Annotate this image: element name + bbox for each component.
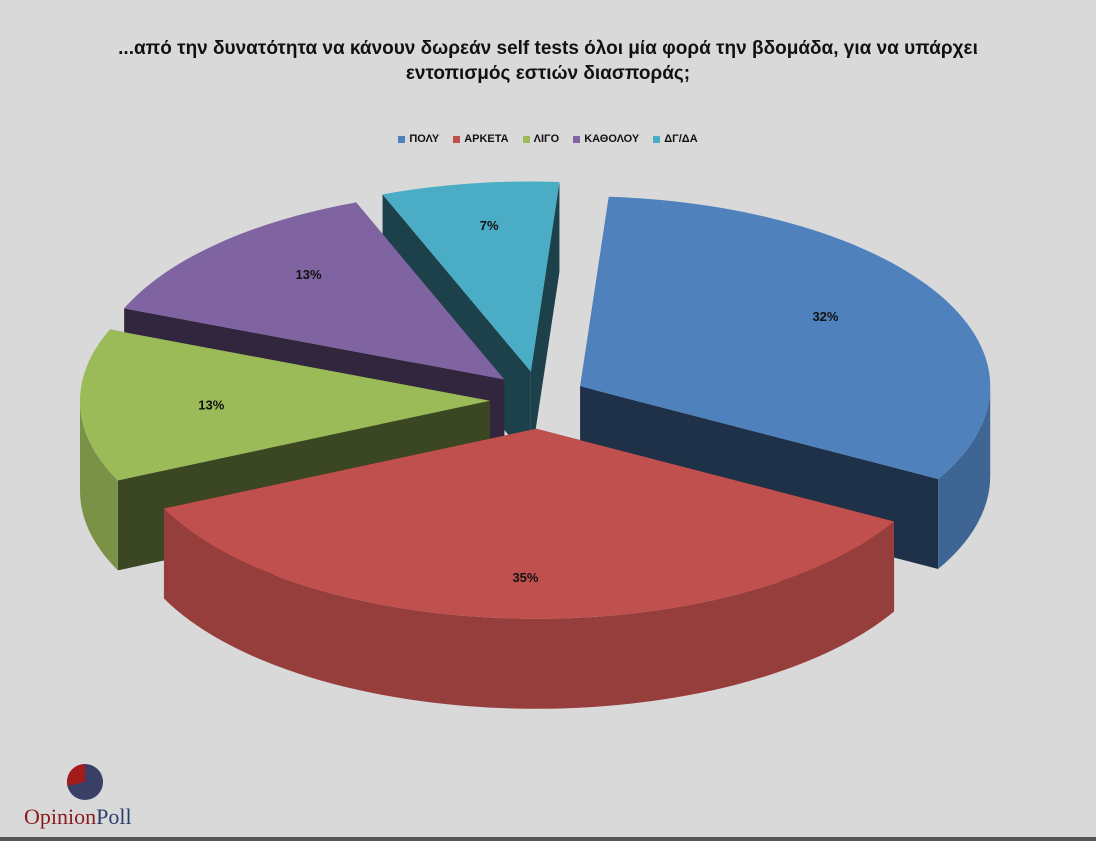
pie-slice-label-4: 7%: [480, 218, 499, 233]
logo-text-poll: Poll: [96, 804, 132, 829]
chart-legend: ΠΟΛΥ ΑΡΚΕΤΑ ΛΙΓΟ ΚΑΘΟΛΟΥ ΔΓ/ΔΑ: [0, 133, 1096, 145]
legend-swatch-4: [653, 135, 661, 143]
legend-entry-3: ΚΑΘΟΛΟΥ: [573, 133, 639, 145]
opinionpoll-logo: OpinionPoll: [24, 760, 154, 830]
legend-label-1: ΑΡΚΕΤΑ: [464, 133, 509, 145]
chart-title-line-2: εντοπισμός εστιών διασποράς;: [405, 63, 691, 84]
legend-label-3: ΚΑΘΟΛΟΥ: [584, 133, 640, 145]
chart-title-line-1: ...από την δυνατότητα να κάνουν δωρεάν s…: [118, 38, 978, 59]
legend-swatch-0: [398, 135, 406, 143]
legend-swatch-1: [453, 135, 461, 143]
pie-slice-label-0: 32%: [812, 309, 838, 324]
pie-slice-label-2: 13%: [198, 397, 224, 412]
logo-text: OpinionPoll: [24, 804, 132, 830]
pie-slice-4-top: [382, 181, 560, 372]
legend-entry-0: ΠΟΛΥ: [398, 133, 439, 145]
legend-label-4: ΔΓ/ΔΑ: [664, 133, 698, 145]
pie-slice-3-top: [124, 202, 505, 380]
legend-swatch-3: [573, 135, 581, 143]
pie-slice-0-side-0: [938, 386, 991, 569]
legend-entry-2: ΛΙΓΟ: [522, 133, 560, 145]
pie-slice-0-top: [580, 196, 991, 479]
logo-text-opinion: Opinion: [24, 804, 97, 829]
legend-label-0: ΠΟΛΥ: [409, 133, 440, 145]
pie-slice-4-cut-1: [530, 181, 560, 462]
bottom-divider: [0, 837, 1096, 841]
pie-slice-1-side-0: [163, 508, 895, 709]
pie-slice-label-3: 13%: [296, 267, 322, 282]
pie-slice-1: [163, 428, 895, 709]
pie-slice-2-side-0: [80, 400, 118, 571]
logo-mark-icon: [66, 763, 104, 801]
legend-label-2: ΛΙΓΟ: [533, 133, 560, 145]
pie-slice-1-top: [163, 428, 895, 619]
legend-entry-1: ΑΡΚΕΤΑ: [453, 133, 509, 145]
pie-slice-2-top: [80, 329, 491, 481]
legend-entry-4: ΔΓ/ΔΑ: [653, 133, 698, 145]
chart-title: ...από την δυνατότητα να κάνουν δωρεάν s…: [0, 36, 1096, 86]
pie-slice-label-1: 35%: [512, 570, 538, 585]
legend-swatch-2: [522, 135, 530, 143]
